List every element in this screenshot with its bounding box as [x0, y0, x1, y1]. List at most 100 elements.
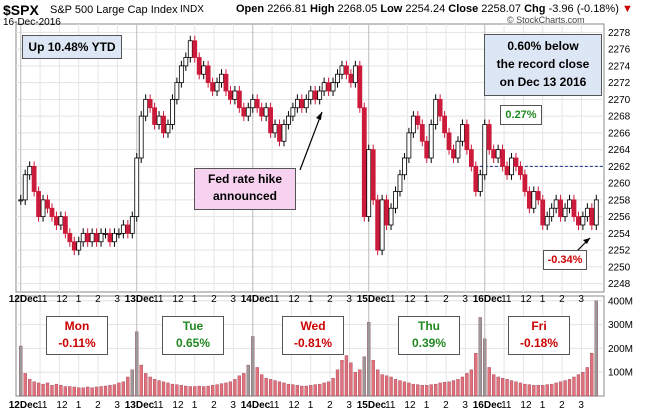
candle-body [76, 241, 82, 251]
x-tick-label: 12Dec [9, 294, 39, 305]
candle-body [170, 98, 175, 125]
x-tick-label: 12 [520, 294, 532, 305]
candle-body [36, 191, 41, 218]
volume-bar [425, 385, 429, 397]
candle-body [205, 65, 211, 84]
volume-bar [19, 345, 23, 397]
volume-bar [219, 383, 224, 397]
volume-bar [429, 384, 433, 397]
candle-body [223, 73, 229, 92]
volume-bar [527, 384, 531, 397]
price-tick-label: 2254 [608, 229, 631, 240]
volume-bar [585, 367, 589, 397]
volume-bar [545, 384, 549, 397]
volume-bar [206, 385, 210, 397]
candle-body [254, 98, 260, 109]
volume-bar [242, 373, 246, 397]
candle-body [460, 124, 465, 142]
record-box: 0.60% below the record close on Dec 13 2… [484, 34, 602, 96]
volume-bar [36, 382, 41, 397]
candle-body [375, 199, 381, 251]
volume-bar [161, 381, 166, 397]
volume-bar [313, 384, 317, 397]
x-tick-label-volume: 11 [269, 400, 280, 411]
volume-bar [215, 384, 219, 397]
candle-body [250, 98, 256, 109]
ytd-box: Up 10.48% YTD [22, 35, 122, 59]
volume-bar [541, 385, 545, 397]
x-tick-label-volume: 12 [520, 400, 532, 411]
volume-bar [144, 373, 148, 397]
pct-down-label: -0.34% [543, 250, 587, 270]
candle-body [156, 115, 162, 125]
x-tick-label: 1 [424, 294, 430, 305]
candle-body [259, 107, 265, 117]
day-change-pct: -0.81% [293, 336, 333, 350]
candle-body [335, 73, 340, 84]
volume-bar [416, 384, 420, 397]
low-label: Low [380, 3, 403, 15]
volume-bar [99, 386, 103, 397]
candle-body [522, 174, 528, 192]
candle-body [428, 124, 434, 159]
candle-body [486, 124, 492, 151]
candle-body [433, 98, 439, 125]
candle-body [562, 207, 568, 218]
candle-body [482, 124, 488, 176]
volume-bar [483, 338, 487, 397]
candle-body [286, 115, 291, 125]
x-tick-label: 1 [76, 294, 82, 305]
candle-body [268, 107, 273, 134]
volume-bar [331, 377, 335, 397]
x-tick-label-volume: 13Dec [125, 400, 155, 411]
x-tick-label-volume: 11 [37, 400, 48, 411]
x-tick-label: 3 [462, 294, 468, 305]
volume-bar [349, 362, 353, 397]
candle-body [330, 82, 336, 92]
x-tick-label: 3 [230, 294, 236, 305]
candle-body [571, 199, 577, 218]
volume-bar [148, 376, 152, 397]
volume-bar [411, 383, 415, 397]
price-tick-label: 2276 [608, 45, 631, 56]
volume-bar [193, 386, 197, 397]
volume-bar [469, 369, 473, 397]
volume-bar [41, 383, 45, 397]
ohlc-readout: Open 2266.81 High 2268.05 Low 2254.24 Cl… [236, 3, 633, 15]
x-tick-label: 11 [153, 294, 164, 305]
x-tick-label: 2 [327, 294, 333, 305]
volume-bar [398, 380, 402, 397]
candle-body [187, 40, 193, 58]
volume-bar [523, 383, 527, 397]
price-tick-label: 2262 [608, 162, 631, 173]
volume-tick-label: 200M [608, 344, 633, 355]
volume-tick-label: 100M [608, 368, 633, 379]
candle-body [580, 216, 586, 226]
volume-bar [434, 383, 438, 397]
day-change-pct: -0.18% [519, 336, 559, 350]
candle-body [196, 57, 202, 75]
x-tick-label: 2 [559, 294, 565, 305]
index-name: S&P 500 Large Cap Index [50, 4, 178, 16]
x-tick-label-volume: 12 [288, 400, 300, 411]
candle-body [455, 140, 461, 159]
candle-body [339, 65, 345, 75]
volume-bar [509, 380, 514, 397]
candle-body [437, 98, 443, 117]
candle-body [553, 199, 559, 209]
candle-body [526, 191, 532, 209]
volume-bar [447, 381, 451, 397]
candle-body [232, 90, 238, 100]
candle-body [22, 174, 28, 201]
candle-body [384, 199, 389, 226]
candle-body [277, 124, 282, 142]
x-tick-label-volume: 3 [578, 400, 584, 411]
day-name: Thu [418, 319, 440, 333]
candle-body [326, 82, 331, 92]
volume-bar [112, 384, 117, 397]
candle-body [294, 98, 300, 109]
candle-body [103, 232, 108, 235]
volume-bar [86, 386, 90, 397]
volume-bar [188, 386, 192, 397]
volume-bar [358, 369, 362, 397]
